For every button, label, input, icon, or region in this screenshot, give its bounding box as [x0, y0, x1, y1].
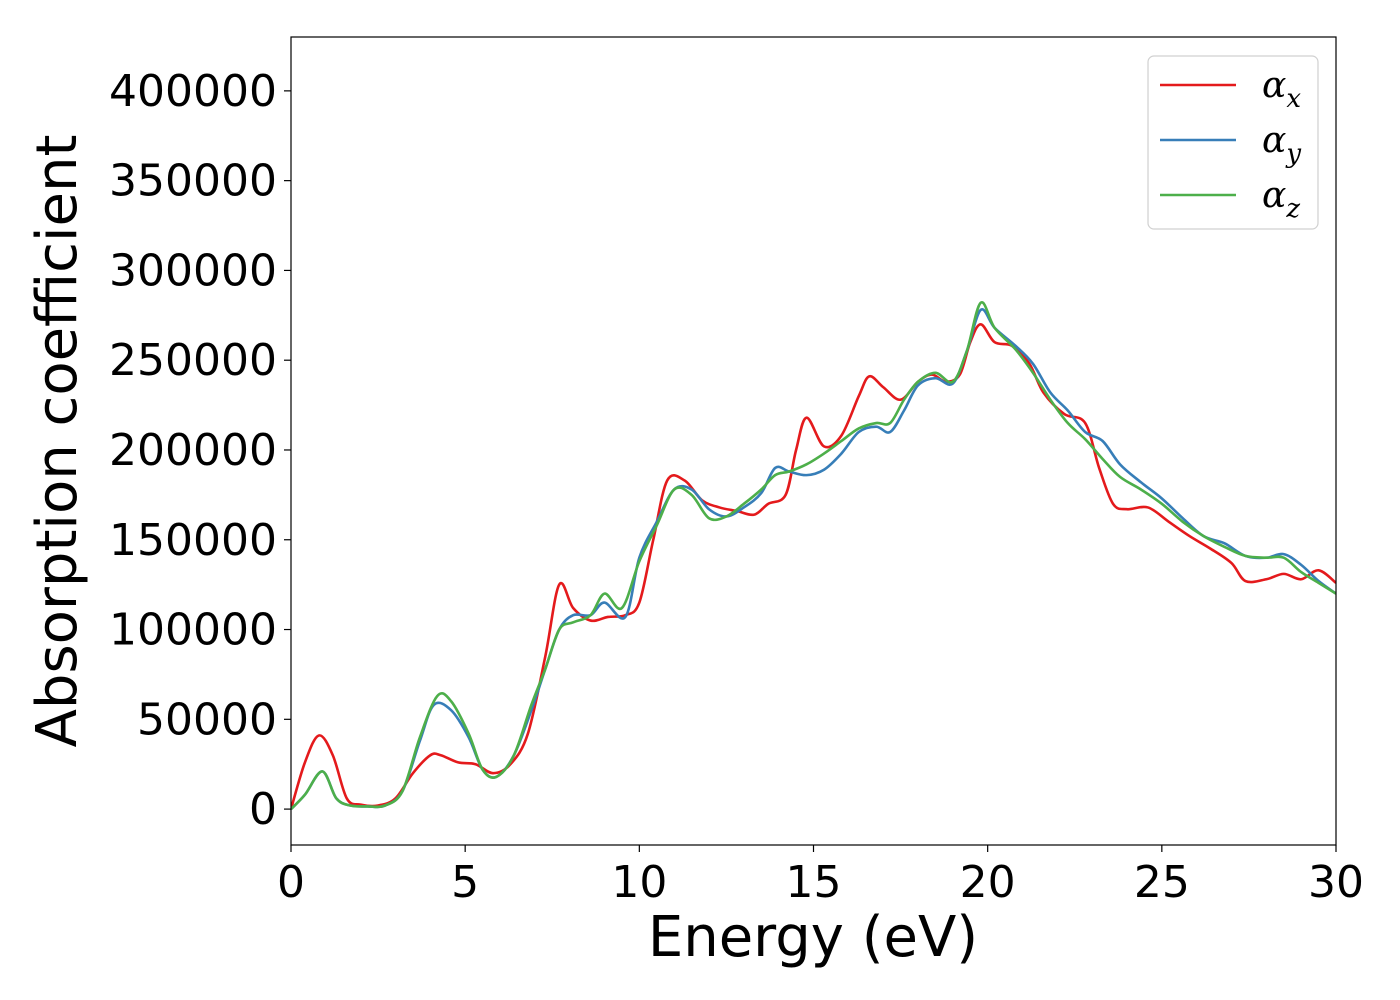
y-tick-label: 100000 — [109, 605, 277, 656]
x-tick-label: 20 — [960, 857, 1016, 908]
legend: αx αy αz — [1147, 55, 1319, 230]
series-line-x — [291, 322, 1336, 810]
legend-label-x: αx — [1262, 65, 1301, 114]
y-tick-label: 400000 — [109, 66, 277, 117]
legend-box — [1147, 55, 1319, 230]
plot-lines — [291, 301, 1336, 811]
series-line-y — [291, 308, 1336, 811]
series-line-z — [291, 301, 1336, 811]
x-tick-label: 0 — [277, 857, 305, 908]
x-tick-label: 5 — [451, 857, 479, 908]
x-tick-label: 30 — [1308, 857, 1364, 908]
y-tick-label: 350000 — [109, 156, 277, 207]
y-axis-title: Absorption coefficient — [25, 135, 90, 748]
legend-label-z: αz — [1262, 175, 1300, 224]
y-tick-label: 300000 — [109, 245, 277, 296]
y-tick-label: 50000 — [137, 694, 277, 745]
x-tick-label: 25 — [1134, 857, 1190, 908]
y-axis-ticks: 0 50000 100000 150000 200000 250000 300000 3500… — [109, 66, 291, 835]
x-axis-ticks: 0 5 10 15 20 25 30 — [277, 845, 1364, 908]
x-axis-title: Energy (eV) — [648, 905, 978, 970]
y-tick-label: 150000 — [109, 515, 277, 566]
y-tick-label: 0 — [249, 784, 277, 835]
x-tick-label: 10 — [611, 857, 667, 908]
x-tick-label: 15 — [786, 857, 842, 908]
legend-label-y: αy — [1262, 120, 1301, 169]
y-tick-label: 250000 — [109, 335, 277, 386]
y-tick-label: 200000 — [109, 425, 277, 476]
